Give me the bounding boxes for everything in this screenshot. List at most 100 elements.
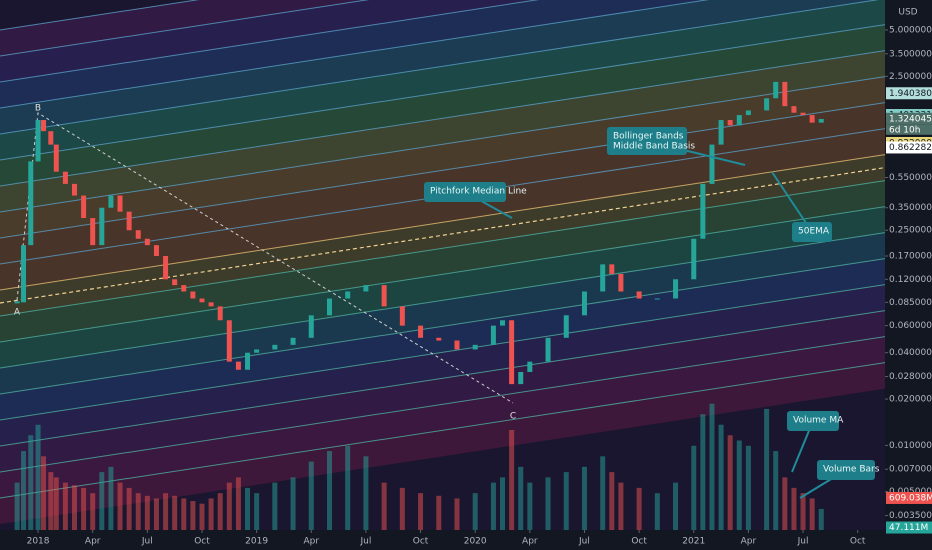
- candle: [727, 120, 733, 126]
- price-tag: [886, 112, 932, 125]
- candle: [490, 325, 496, 345]
- volume-bar: [126, 487, 132, 530]
- pitchfork-line: [0, 310, 886, 447]
- candle: [48, 131, 54, 145]
- candle: [745, 110, 751, 116]
- volume-bar: [71, 485, 77, 530]
- candle: [153, 245, 159, 257]
- candle: [800, 112, 806, 116]
- candle: [736, 115, 742, 126]
- volume-bar: [563, 472, 569, 530]
- candle: [509, 320, 515, 385]
- candle: [172, 279, 178, 286]
- candle: [199, 298, 205, 303]
- pitchfork-band: [0, 128, 885, 290]
- candle: [782, 81, 788, 107]
- point-label: C: [510, 412, 516, 422]
- y-tick-label: 0.17000000: [889, 252, 932, 262]
- volume-bar: [117, 482, 123, 530]
- pitchfork-line: [0, 0, 710, 109]
- y-tick-label: 0.08500000: [889, 298, 932, 308]
- volume-bar: [764, 408, 770, 530]
- candle: [718, 120, 724, 145]
- volume-bar: [745, 445, 751, 530]
- y-tick-label: 0.04000000: [889, 348, 932, 358]
- candle: [190, 291, 196, 299]
- pitchfork-line: [0, 284, 886, 421]
- pitchfork-band: [0, 310, 885, 472]
- candle: [500, 320, 506, 326]
- candle: [600, 264, 606, 292]
- volume-bar: [700, 414, 706, 530]
- candle: [181, 285, 187, 292]
- volume-bar: [226, 482, 232, 530]
- price-tag-label: 0.86228261: [889, 143, 932, 153]
- abc-line: [16, 112, 514, 404]
- callout-text: 50EMA: [798, 227, 830, 237]
- volume-bar: [20, 451, 26, 530]
- pitchfork-line: [0, 362, 886, 499]
- volume-bar: [600, 456, 606, 530]
- candle: [90, 218, 96, 246]
- volume-bar: [41, 456, 47, 530]
- candle: [399, 306, 405, 326]
- volume-bar: [172, 495, 178, 530]
- pitchfork-line: [0, 206, 886, 343]
- volume-bar: [381, 482, 387, 530]
- callout-text: Volume Bars: [823, 465, 880, 475]
- volume-bar: [454, 498, 460, 530]
- pitchfork-line: [0, 154, 886, 291]
- volume-bar: [436, 495, 442, 530]
- candle: [609, 264, 615, 274]
- candle: [99, 207, 105, 246]
- y-tick-label: 0.25000000: [889, 226, 932, 236]
- candle: [700, 183, 706, 239]
- pitchfork-band: [0, 362, 885, 524]
- volume-bar: [144, 495, 150, 530]
- x-tick-label: Oct: [194, 537, 210, 547]
- candle: [326, 298, 332, 316]
- candle: [71, 183, 77, 196]
- volume-bar: [62, 482, 68, 530]
- pitchfork-line: [0, 180, 886, 317]
- callout: [817, 460, 875, 480]
- point-label: A: [14, 308, 21, 318]
- candle: [20, 245, 26, 303]
- candle: [345, 291, 351, 299]
- pitchfork-band: [0, 0, 885, 160]
- pitchfork-line: [0, 0, 880, 135]
- candle: [518, 371, 524, 385]
- x-tick-label: Apr: [522, 537, 538, 547]
- pitchfork-band: [0, 154, 885, 316]
- volume-tag-label: 609.038M: [889, 493, 932, 503]
- price-tag: [886, 87, 932, 100]
- callout: [787, 411, 839, 431]
- volume-bar: [35, 424, 41, 530]
- price-tag-label: 1.94038048: [889, 89, 932, 99]
- volume-bar: [81, 487, 87, 530]
- volume-bar: [609, 472, 615, 530]
- pitchfork-band: [0, 206, 885, 368]
- volume-bar: [818, 508, 824, 530]
- point-label: B: [35, 104, 41, 114]
- x-tick-label: Oct: [850, 537, 866, 547]
- callout-text: Middle Band Basis: [613, 142, 695, 152]
- volume-bar: [53, 477, 59, 530]
- volume-bar: [308, 461, 314, 530]
- volume-bar: [618, 482, 624, 530]
- volume-tag: [886, 491, 932, 504]
- x-tick-label: 2020: [464, 537, 487, 547]
- candle: [764, 98, 770, 111]
- volume-bar: [718, 424, 724, 530]
- volume-bar: [99, 472, 105, 530]
- volume-bar: [345, 445, 351, 530]
- volume-bar: [108, 466, 114, 530]
- candle: [35, 120, 41, 162]
- x-tick-label: Jul: [578, 537, 590, 547]
- y-tick-label: 0.02800000: [889, 372, 932, 382]
- pitchfork-line: [0, 258, 886, 395]
- volume-bar: [418, 493, 424, 530]
- currency: USD: [898, 8, 917, 18]
- candle: [254, 349, 260, 353]
- candle: [381, 285, 387, 307]
